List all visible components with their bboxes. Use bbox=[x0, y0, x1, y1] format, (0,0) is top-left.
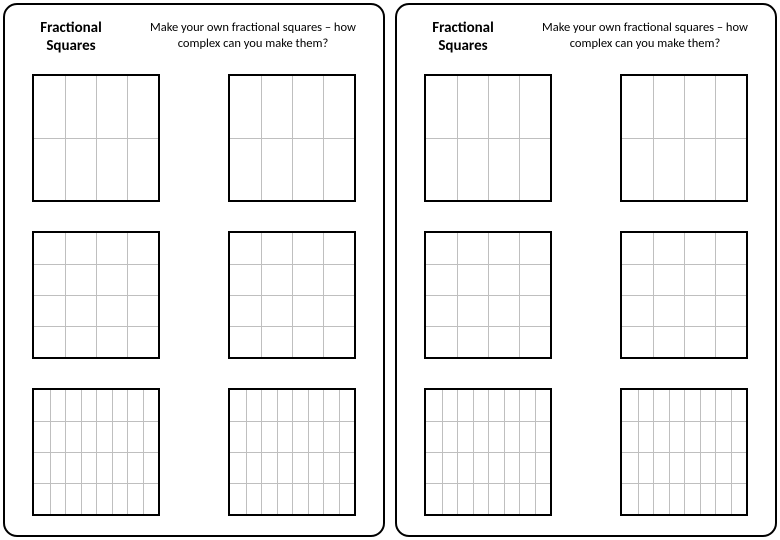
panel-title: Fractional Squares bbox=[413, 19, 513, 55]
grid-line bbox=[426, 483, 550, 484]
worksheet-panel-left: Fractional Squares Make your own fractio… bbox=[3, 3, 385, 537]
grid-line bbox=[622, 452, 746, 453]
fractional-square bbox=[424, 74, 552, 202]
fractional-square bbox=[32, 231, 160, 359]
fractional-square bbox=[620, 231, 748, 359]
worksheet-panel-right: Fractional Squares Make your own fractio… bbox=[395, 3, 777, 537]
panel-header: Fractional Squares Make your own fractio… bbox=[19, 15, 369, 55]
grid-line bbox=[622, 264, 746, 265]
grid-line bbox=[34, 326, 158, 327]
squares-grid bbox=[19, 73, 369, 521]
grid-line bbox=[34, 483, 158, 484]
fractional-square bbox=[620, 388, 748, 516]
grid-line bbox=[230, 326, 354, 327]
grid-line bbox=[34, 264, 158, 265]
grid-line bbox=[34, 138, 158, 139]
grid-line bbox=[230, 452, 354, 453]
grid-line bbox=[34, 452, 158, 453]
grid-line bbox=[230, 483, 354, 484]
grid-line bbox=[230, 138, 354, 139]
grid-line bbox=[230, 295, 354, 296]
grid-line bbox=[622, 326, 746, 327]
grid-line bbox=[426, 421, 550, 422]
fractional-square bbox=[620, 74, 748, 202]
grid-line bbox=[230, 264, 354, 265]
squares-grid bbox=[411, 73, 761, 521]
grid-line bbox=[426, 295, 550, 296]
grid-line bbox=[622, 295, 746, 296]
grid-line bbox=[622, 483, 746, 484]
grid-line bbox=[426, 452, 550, 453]
grid-line bbox=[230, 421, 354, 422]
grid-line bbox=[426, 138, 550, 139]
panel-title: Fractional Squares bbox=[21, 19, 121, 55]
fractional-square bbox=[424, 388, 552, 516]
panel-subtitle: Make your own fractional squares – how c… bbox=[531, 19, 759, 51]
fractional-square bbox=[424, 231, 552, 359]
fractional-square bbox=[228, 74, 356, 202]
panel-subtitle: Make your own fractional squares – how c… bbox=[139, 19, 367, 51]
grid-line bbox=[426, 264, 550, 265]
fractional-square bbox=[32, 388, 160, 516]
grid-line bbox=[622, 421, 746, 422]
panel-header: Fractional Squares Make your own fractio… bbox=[411, 15, 761, 55]
grid-line bbox=[426, 326, 550, 327]
grid-line bbox=[34, 295, 158, 296]
fractional-square bbox=[32, 74, 160, 202]
fractional-square bbox=[228, 388, 356, 516]
grid-line bbox=[34, 421, 158, 422]
fractional-square bbox=[228, 231, 356, 359]
grid-line bbox=[622, 138, 746, 139]
